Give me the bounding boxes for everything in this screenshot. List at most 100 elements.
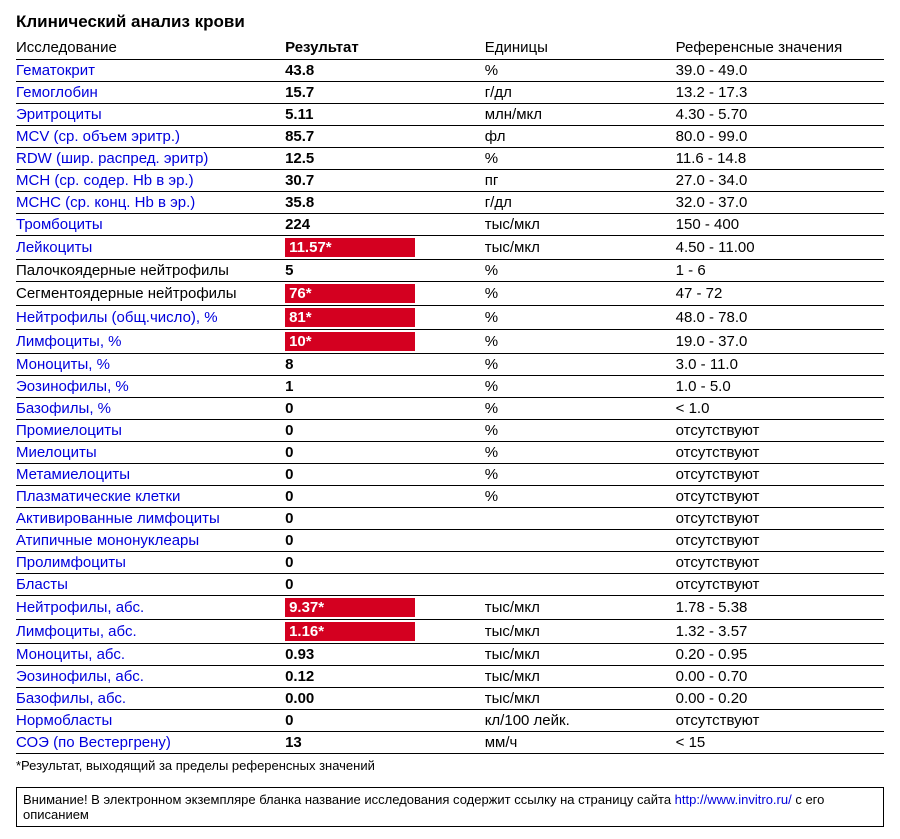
test-name[interactable]: Атипичные мононуклеары (16, 532, 199, 549)
ref-cell: 32.0 - 37.0 (676, 192, 884, 214)
table-row: Базофилы, %0%< 1.0 (16, 398, 884, 420)
units-cell: тыс/мкл (485, 596, 676, 620)
test-name[interactable]: Бласты (16, 576, 68, 593)
test-name[interactable]: Лимфоциты, абс. (16, 623, 137, 640)
table-row: Лейкоциты11.57*тыс/мкл4.50 - 11.00 (16, 236, 884, 260)
table-row: Базофилы, абс.0.00тыс/мкл0.00 - 0.20 (16, 688, 884, 710)
table-row: Нейтрофилы (общ.число), %81*%48.0 - 78.0 (16, 306, 884, 330)
units-cell: % (485, 442, 676, 464)
test-name[interactable]: Эозинофилы, абс. (16, 668, 144, 685)
result-cell: 0 (285, 710, 485, 732)
table-row: Эозинофилы, %1%1.0 - 5.0 (16, 376, 884, 398)
result-cell: 85.7 (285, 126, 485, 148)
units-cell: млн/мкл (485, 104, 676, 126)
result-cell: 12.5 (285, 148, 485, 170)
result-cell: 13 (285, 732, 485, 754)
ref-cell: < 15 (676, 732, 884, 754)
test-name[interactable]: MCV (ср. объем эритр.) (16, 128, 180, 145)
test-name[interactable]: Активированные лимфоциты (16, 510, 220, 527)
ref-cell: 4.50 - 11.00 (676, 236, 884, 260)
units-cell: кл/100 лейк. (485, 710, 676, 732)
units-cell: г/дл (485, 82, 676, 104)
footnote: *Результат, выходящий за пределы референ… (16, 758, 884, 773)
ref-cell: отсутствуют (676, 420, 884, 442)
test-name[interactable]: СОЭ (по Вестергрену) (16, 734, 171, 751)
units-cell: % (485, 420, 676, 442)
header-units: Единицы (485, 36, 676, 60)
result-cell: 30.7 (285, 170, 485, 192)
result-cell: 10* (285, 330, 485, 354)
result-cell: 0.93 (285, 644, 485, 666)
units-cell: % (485, 306, 676, 330)
result-value: 8 (285, 356, 293, 373)
result-value: 0 (285, 554, 293, 571)
test-name[interactable]: Моноциты, % (16, 356, 110, 373)
result-value: 5 (285, 262, 293, 279)
test-name[interactable]: Гематокрит (16, 62, 95, 79)
result-cell: 5.11 (285, 104, 485, 126)
test-name[interactable]: RDW (шир. распред. эритр) (16, 150, 208, 167)
disclaimer-prefix: Внимание! В электронном экземпляре бланк… (23, 792, 675, 807)
table-row: Плазматические клетки0%отсутствуют (16, 486, 884, 508)
table-row: Миелоциты0%отсутствуют (16, 442, 884, 464)
units-cell: % (485, 376, 676, 398)
table-row: Нормобласты0кл/100 лейк.отсутствуют (16, 710, 884, 732)
test-name[interactable]: Лимфоциты, % (16, 333, 122, 350)
test-name: Сегментоядерные нейтрофилы (16, 285, 237, 302)
result-value: 0.93 (285, 646, 314, 663)
table-row: Промиелоциты 0%отсутствуют (16, 420, 884, 442)
result-cell: 0 (285, 398, 485, 420)
result-value: 0 (285, 510, 293, 527)
result-value: 0.00 (285, 690, 314, 707)
test-name[interactable]: Базофилы, % (16, 400, 111, 417)
report-title: Клинический анализ крови (16, 12, 884, 32)
ref-cell: 47 - 72 (676, 282, 884, 306)
result-cell: 0 (285, 442, 485, 464)
units-cell: % (485, 354, 676, 376)
result-value: 13 (285, 734, 302, 751)
result-flag: 10* (285, 332, 415, 351)
test-name[interactable]: Гемоглобин (16, 84, 98, 101)
result-value: 0 (285, 400, 293, 417)
test-name[interactable]: MCH (ср. содер. Hb в эр.) (16, 172, 194, 189)
units-cell: г/дл (485, 192, 676, 214)
test-name[interactable]: Эозинофилы, % (16, 378, 129, 395)
test-name[interactable]: Моноциты, абс. (16, 646, 125, 663)
test-name[interactable]: Миелоциты (16, 444, 97, 461)
test-name[interactable]: Промиелоциты (16, 422, 122, 439)
table-row: Эритроциты5.11млн/мкл4.30 - 5.70 (16, 104, 884, 126)
test-name[interactable]: Нейтрофилы (общ.число), % (16, 309, 218, 326)
result-flag: 11.57* (285, 238, 415, 257)
test-name[interactable]: Нормобласты (16, 712, 112, 729)
table-row: Метамиелоциты0%отсутствуют (16, 464, 884, 486)
result-value: 30.7 (285, 172, 314, 189)
ref-cell: 1.78 - 5.38 (676, 596, 884, 620)
header-test: Исследование (16, 36, 285, 60)
test-name[interactable]: Плазматические клетки (16, 488, 180, 505)
ref-cell: 1.32 - 3.57 (676, 620, 884, 644)
result-flag: 76* (285, 284, 415, 303)
test-name[interactable]: Метамиелоциты (16, 466, 130, 483)
units-cell (485, 508, 676, 530)
units-cell: % (485, 398, 676, 420)
test-name[interactable]: Нейтрофилы, абс. (16, 599, 144, 616)
table-header-row: Исследование Результат Единицы Референсн… (16, 36, 884, 60)
test-name: Палочкоядерные нейтрофилы (16, 262, 229, 279)
table-row: Пролимфоциты0отсутствуют (16, 552, 884, 574)
table-row: Лимфоциты, абс.1.16*тыс/мкл1.32 - 3.57 (16, 620, 884, 644)
ref-cell: 11.6 - 14.8 (676, 148, 884, 170)
ref-cell: 39.0 - 49.0 (676, 60, 884, 82)
result-cell: 0 (285, 420, 485, 442)
result-value: 0 (285, 466, 293, 483)
test-name[interactable]: Тромбоциты (16, 216, 103, 233)
test-name[interactable]: Пролимфоциты (16, 554, 126, 571)
header-result: Результат (285, 36, 485, 60)
test-name[interactable]: MCHC (ср. конц. Hb в эр.) (16, 194, 195, 211)
units-cell: тыс/мкл (485, 214, 676, 236)
units-cell: % (485, 60, 676, 82)
test-name[interactable]: Эритроциты (16, 106, 102, 123)
result-value: 0 (285, 444, 293, 461)
test-name[interactable]: Лейкоциты (16, 239, 92, 256)
test-name[interactable]: Базофилы, абс. (16, 690, 126, 707)
disclaimer-link[interactable]: http://www.invitro.ru/ (675, 792, 792, 807)
